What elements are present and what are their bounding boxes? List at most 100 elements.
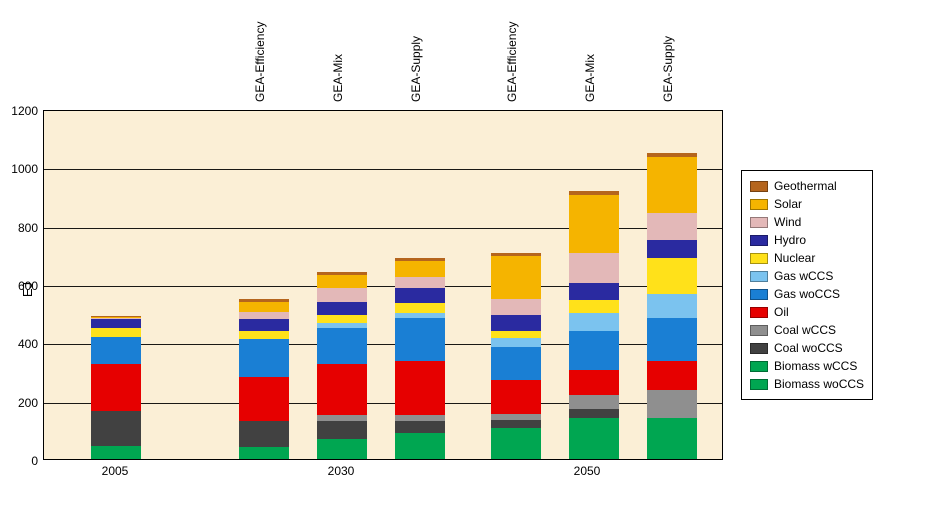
segment-wind [239, 312, 289, 319]
segment-gas_woCCS [91, 337, 141, 365]
segment-solar [91, 317, 141, 318]
segment-geothermal [395, 258, 445, 261]
legend-item-coal_wCCS: Coal wCCS [750, 321, 864, 339]
legend-item-coal_woCCS: Coal woCCS [750, 339, 864, 357]
legend-swatch [750, 271, 768, 282]
segment-biomass_woCCS [647, 428, 697, 459]
y-tick-label: 200 [18, 396, 44, 410]
segment-solar [647, 157, 697, 212]
legend-swatch [750, 199, 768, 210]
bar-top-label: GEA-Supply [661, 36, 675, 102]
segment-geothermal [491, 253, 541, 256]
legend-swatch [750, 253, 768, 264]
legend-swatch [750, 343, 768, 354]
segment-oil [569, 370, 619, 395]
bar-2030-GEA-Efficiency [239, 299, 289, 459]
segment-solar [569, 195, 619, 253]
segment-coal_wCCS [395, 415, 445, 421]
segment-coal_woCCS [491, 420, 541, 429]
segment-oil [91, 364, 141, 411]
segment-gas_woCCS [647, 318, 697, 362]
legend-swatch [750, 235, 768, 246]
legend-label: Nuclear [774, 249, 815, 267]
segment-oil [647, 361, 697, 390]
legend-item-biomass_woCCS: Biomass woCCS [750, 375, 864, 393]
segment-hydro [395, 288, 445, 303]
segment-biomass_wCCS [569, 418, 619, 428]
segment-coal_woCCS [91, 411, 141, 446]
segment-nuclear [647, 258, 697, 294]
segment-biomass_woCCS [239, 447, 289, 459]
chart-container: EJ GEA-EfficiencyGEA-MixGEA-SupplyGEA-Ef… [20, 20, 919, 480]
legend-item-wind: Wind [750, 213, 864, 231]
segment-coal_woCCS [239, 421, 289, 447]
segment-gas_wCCS [395, 313, 445, 317]
segment-geothermal [647, 153, 697, 157]
legend-swatch [750, 289, 768, 300]
x-tick-label: 2005 [102, 464, 129, 478]
segment-hydro [317, 302, 367, 315]
segment-biomass_wCCS [647, 418, 697, 428]
legend-label: Gas wCCS [774, 267, 833, 285]
segment-solar [317, 275, 367, 288]
legend-label: Coal wCCS [774, 321, 836, 339]
segment-nuclear [239, 331, 289, 340]
segment-biomass_woCCS [491, 428, 541, 459]
gridline [44, 344, 722, 345]
legend-label: Oil [774, 303, 789, 321]
segment-oil [317, 364, 367, 415]
legend-label: Gas woCCS [774, 285, 840, 303]
segment-nuclear [491, 331, 541, 338]
segment-solar [239, 302, 289, 312]
segment-gas_woCCS [239, 339, 289, 377]
segment-wind [491, 299, 541, 315]
legend-item-solar: Solar [750, 195, 864, 213]
segment-nuclear [569, 300, 619, 313]
legend-item-hydro: Hydro [750, 231, 864, 249]
legend-label: Biomass woCCS [774, 375, 864, 393]
bar-top-label: GEA-Mix [583, 54, 597, 102]
segment-wind [91, 318, 141, 319]
segment-coal_wCCS [569, 395, 619, 410]
segment-wind [647, 213, 697, 241]
segment-solar [491, 256, 541, 298]
legend-item-gas_wCCS: Gas wCCS [750, 267, 864, 285]
y-tick-label: 1000 [11, 162, 44, 176]
legend-item-biomass_wCCS: Biomass wCCS [750, 357, 864, 375]
bar-top-label: GEA-Efficiency [253, 22, 267, 102]
bar-2030-GEA-Supply [395, 258, 445, 459]
bar-2050-GEA-Mix [569, 191, 619, 459]
y-tick-label: 800 [18, 221, 44, 235]
segment-biomass_woCCS [91, 446, 141, 459]
bar-top-labels: GEA-Efficiency GEA-Mix GEA-Supply GEA-Effic… [43, 20, 723, 110]
segment-gas_wCCS [317, 323, 367, 327]
plot-area: 020040060080010001200 [43, 110, 723, 460]
legend-label: Biomass wCCS [774, 357, 857, 375]
segment-coal_woCCS [569, 409, 619, 418]
legend-swatch [750, 379, 768, 390]
legend-swatch [750, 217, 768, 228]
plot-inner [44, 111, 722, 459]
bar-top-label: GEA-Efficiency [505, 22, 519, 102]
legend-label: Geothermal [774, 177, 837, 195]
legend-item-nuclear: Nuclear [750, 249, 864, 267]
x-tick-label: 2030 [328, 464, 355, 478]
bar-2050-GEA-Supply [647, 153, 697, 459]
segment-hydro [491, 315, 541, 331]
legend-label: Wind [774, 213, 801, 231]
y-tick-label: 1200 [11, 104, 44, 118]
segment-gas_woCCS [491, 347, 541, 381]
legend-swatch [750, 307, 768, 318]
segment-geothermal [317, 272, 367, 275]
segment-geothermal [91, 316, 141, 317]
segment-oil [239, 377, 289, 421]
segment-coal_wCCS [491, 414, 541, 420]
segment-gas_wCCS [491, 338, 541, 347]
segment-oil [395, 361, 445, 415]
legend-swatch [750, 181, 768, 192]
segment-gas_wCCS [569, 313, 619, 331]
segment-hydro [647, 240, 697, 258]
legend-label: Solar [774, 195, 802, 213]
bar-2050-GEA-Efficiency [491, 253, 541, 459]
segment-hydro [239, 319, 289, 331]
